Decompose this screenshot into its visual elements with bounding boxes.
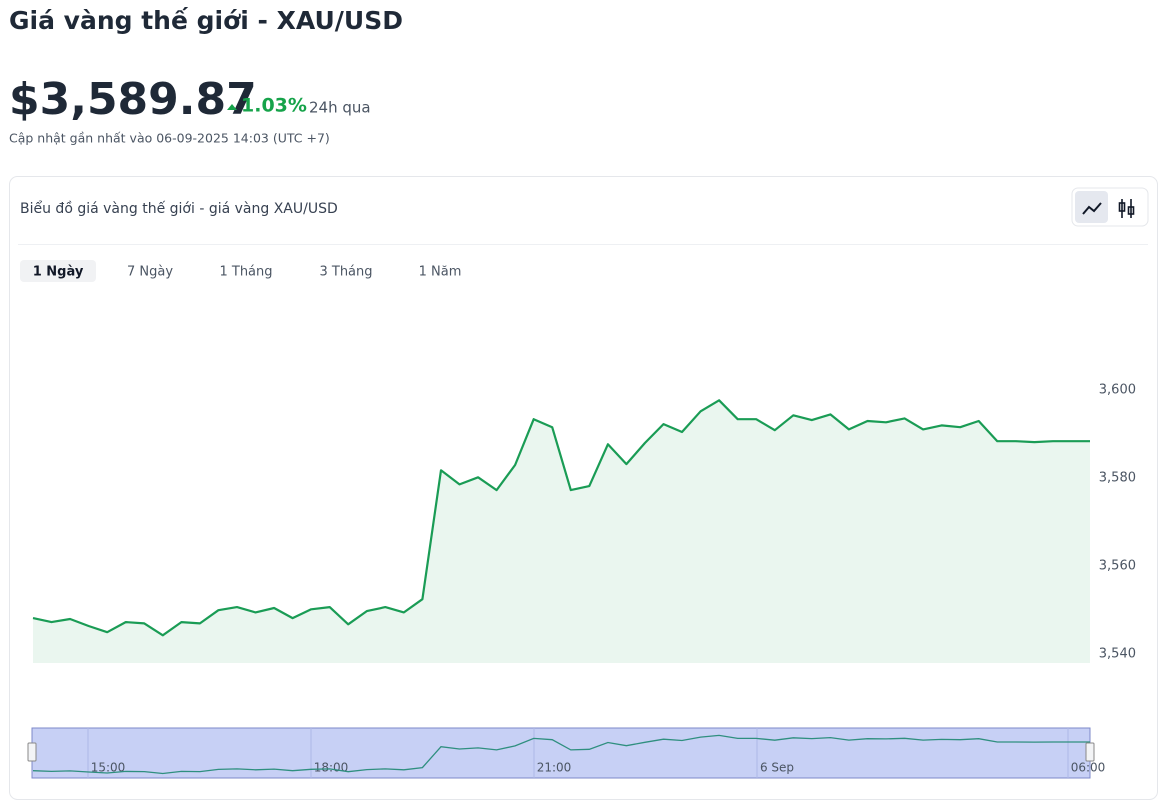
updated: Cập nhật gần nhất vào 06-09-2025 14:03 (…	[9, 131, 330, 146]
line-icon	[1082, 202, 1102, 215]
navigator-handle[interactable]	[27, 742, 37, 762]
navigator-bg	[31, 727, 1091, 779]
card-title: Biểu đồ giá vàng thế giới - giá vàng XAU…	[20, 200, 338, 217]
tab-active-bg	[20, 260, 96, 282]
navigator-label: 18:00	[314, 761, 349, 775]
price: $3,589.87	[9, 74, 257, 125]
tab[interactable]: 3 Tháng	[319, 265, 372, 280]
navigator-label: 15:00	[91, 761, 126, 775]
tab[interactable]: 1 Năm	[419, 265, 462, 280]
navigator-handle[interactable]	[1085, 742, 1095, 762]
price-line	[32, 399, 1090, 637]
navigator-label: 6 Sep	[760, 761, 794, 775]
candle-mode-button[interactable]	[1118, 199, 1135, 218]
line-mode-button[interactable]	[1075, 191, 1108, 223]
y-tick-label: 3,540	[1099, 647, 1136, 662]
navigator-label: 06:00	[1071, 761, 1106, 775]
tab[interactable]: 7 Ngày	[127, 265, 173, 280]
change: 1.03%	[241, 95, 307, 117]
y-tick-label: 3,560	[1099, 559, 1136, 574]
navigator-line	[32, 734, 1090, 775]
tabs: 1 Ngày 7 Ngày 1 Tháng 3 Tháng 1 Năm	[20, 260, 461, 282]
period: 24h qua	[309, 99, 371, 117]
tab[interactable]: 1 Tháng	[219, 265, 272, 280]
tab[interactable]: 1 Ngày	[33, 265, 84, 280]
navigator-label: 21:00	[537, 761, 572, 775]
area-fill	[33, 400, 1090, 663]
page-title: Giá vàng thế giới - XAU/USD	[9, 6, 403, 35]
y-tick-label: 3,580	[1099, 471, 1136, 486]
y-tick-label: 3,600	[1099, 383, 1136, 398]
chart: 3,540 3,560 3,580 3,600 15:00 18:00 21:00 6 Sep…	[27, 383, 1136, 779]
up-arrow	[227, 104, 237, 110]
